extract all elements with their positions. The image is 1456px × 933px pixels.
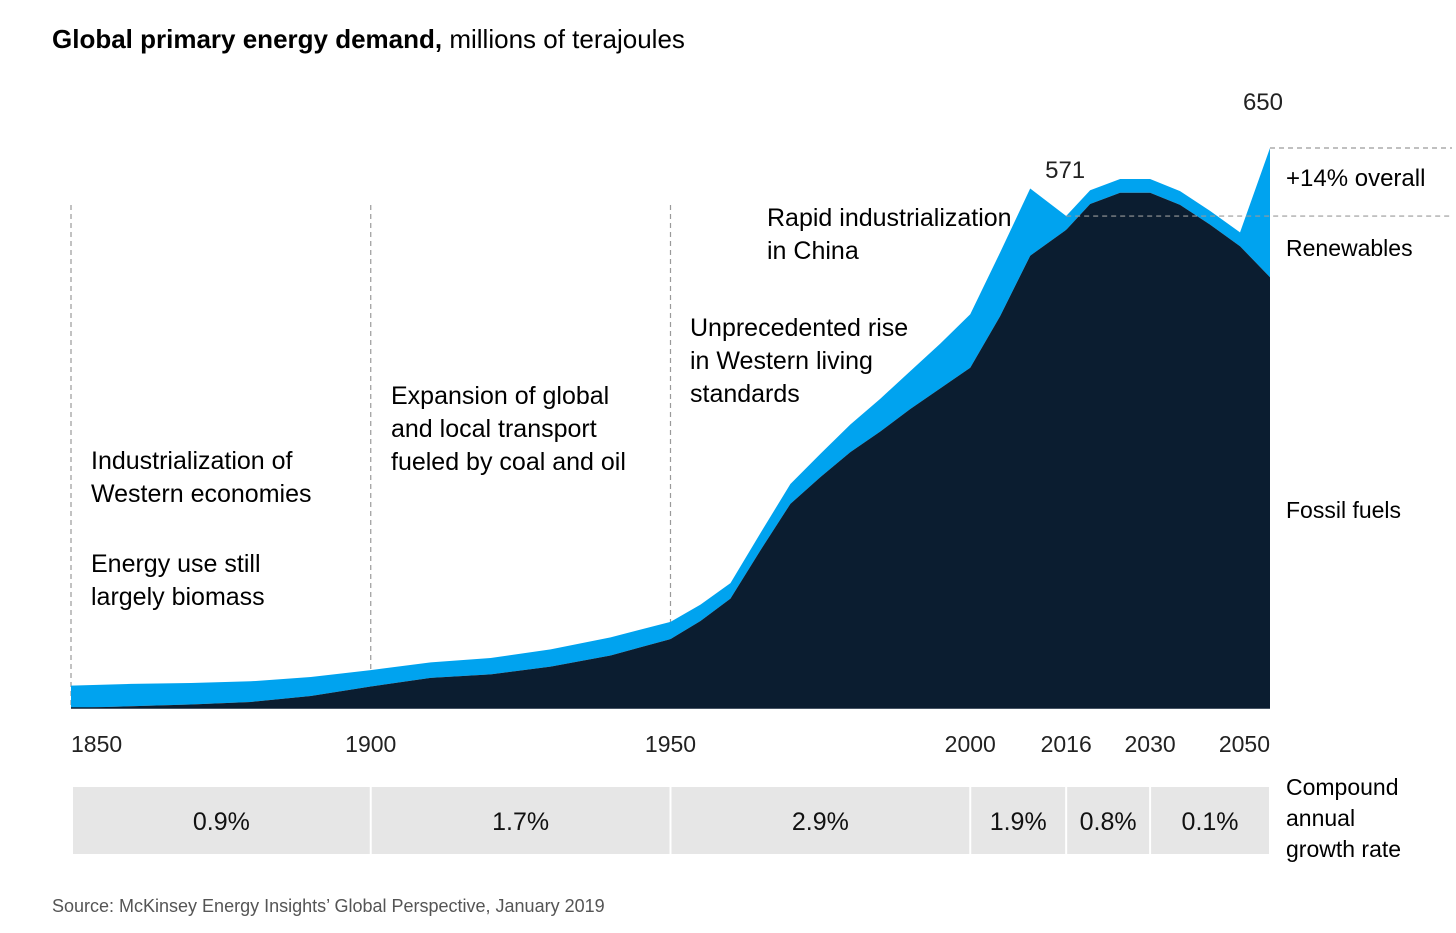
cagr-value-1850-1900: 0.9% — [193, 808, 250, 836]
x-tick-1850: 1850 — [71, 731, 122, 757]
legend-renewables: Renewables — [1286, 235, 1413, 261]
x-tick-2030: 2030 — [1125, 731, 1176, 757]
value-label-571: 571 — [1045, 157, 1085, 184]
chart-title-bold: Global primary energy demand, — [52, 24, 443, 54]
cagr-value-1950-2000: 2.9% — [792, 808, 849, 836]
cagr-cell-2030-2050 — [1151, 787, 1269, 854]
x-tick-1900: 1900 — [345, 731, 396, 757]
cagr-cell-1950-2000 — [671, 787, 970, 854]
cagr-value-2030-2050: 0.1% — [1182, 808, 1239, 836]
cagr-cell-1900-1950 — [371, 787, 670, 854]
cagr-value-2016-2030: 0.8% — [1080, 808, 1137, 836]
era-note-china: Rapid industrialization in China — [767, 204, 1012, 265]
value-label-650: 650 — [1243, 89, 1283, 116]
cagr-label: Compound annual growth rate — [1286, 774, 1402, 862]
legend-fossil-fuels: Fossil fuels — [1286, 497, 1402, 523]
cagr-cell-1850-1900 — [73, 787, 370, 854]
era-note-industrialization: Industrialization of Western economies — [91, 447, 312, 508]
x-tick-2050: 2050 — [1219, 731, 1270, 757]
era-note-biomass: Energy use still largely biomass — [91, 550, 265, 611]
chart-title: Global primary energy demand, millions o… — [52, 24, 685, 55]
source-note: Source: McKinsey Energy Insights’ Global… — [52, 896, 605, 916]
x-tick-1950: 1950 — [645, 731, 696, 757]
x-tick-2016: 2016 — [1041, 731, 1092, 757]
era-note-transport: Expansion of global and local transport … — [391, 382, 626, 476]
era-note-western-living: Unprecedented rise in Western living sta… — [690, 314, 909, 408]
overall-change-label: +14% overall — [1286, 165, 1426, 192]
cagr-value-2000-2016: 1.9% — [990, 808, 1047, 836]
area-fossil-fuels — [71, 192, 1270, 709]
cagr-cell-2000-2016 — [971, 787, 1066, 854]
chart-title-rest: millions of terajoules — [442, 24, 685, 54]
cagr-value-1900-1950: 1.7% — [492, 808, 549, 836]
cagr-cell-2016-2030 — [1067, 787, 1150, 854]
x-tick-2000: 2000 — [945, 731, 996, 757]
